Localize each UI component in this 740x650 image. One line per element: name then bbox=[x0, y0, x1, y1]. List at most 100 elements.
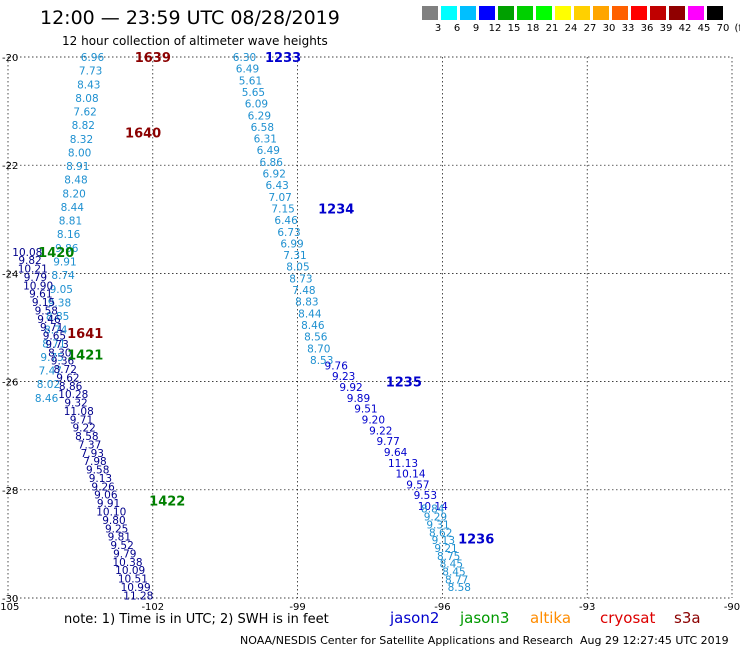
data-point-label: 7.62 bbox=[73, 107, 96, 119]
data-point-label: 11.08 bbox=[64, 406, 94, 418]
y-tick-label: -26 bbox=[2, 378, 18, 389]
data-point-label: 6.29 bbox=[248, 110, 271, 122]
data-point-label: 9.29 bbox=[424, 512, 447, 524]
data-point-label: 10.99 bbox=[121, 582, 151, 594]
scale-swatch bbox=[441, 6, 457, 20]
data-point-label: 10.51 bbox=[118, 574, 148, 586]
data-point-label: 8.85 bbox=[46, 311, 69, 323]
scale-label: 45 bbox=[697, 23, 711, 34]
data-point-label: 8.00 bbox=[68, 147, 91, 159]
scale-label: 12 bbox=[488, 23, 502, 34]
data-point-label: 9.91 bbox=[53, 256, 76, 268]
data-point-label: 9.31 bbox=[426, 519, 449, 531]
data-point-label: 7.37 bbox=[78, 439, 101, 451]
data-point-label: 8.48 bbox=[64, 175, 87, 187]
data-point-label: 9.80 bbox=[102, 515, 125, 527]
data-point-label: 8.46 bbox=[35, 393, 59, 405]
data-point-label: 10.14 bbox=[395, 469, 425, 481]
data-point-label: 9.77 bbox=[376, 436, 399, 448]
scale-label: 3 bbox=[434, 23, 442, 34]
data-point-label: 7.73 bbox=[79, 66, 102, 78]
scale-label: 21 bbox=[545, 23, 559, 34]
legend-altika: altika bbox=[530, 609, 572, 627]
data-point-label: 9.05 bbox=[50, 284, 73, 296]
data-point-label: 8.44 bbox=[61, 202, 85, 214]
data-point-label: 9.73 bbox=[45, 339, 68, 351]
data-point-label: 6.99 bbox=[280, 238, 303, 250]
pass-time-label: 1236 bbox=[458, 532, 494, 547]
data-point-label: 5.65 bbox=[242, 87, 265, 99]
scale-label: 30 bbox=[602, 23, 616, 34]
data-point-label: 9.64 bbox=[384, 447, 408, 459]
data-point-label: 9.92 bbox=[339, 382, 362, 394]
scale-label: 9 bbox=[472, 23, 480, 34]
y-tick-label: -28 bbox=[2, 486, 18, 497]
data-point-label: 9.86 bbox=[55, 243, 79, 255]
data-point-label: 9.89 bbox=[347, 393, 370, 405]
y-tick-label: -22 bbox=[2, 161, 18, 172]
scale-swatch bbox=[536, 6, 552, 20]
data-point-label: 8.45 bbox=[440, 559, 463, 571]
data-point-label: 9.91 bbox=[97, 498, 120, 510]
data-point-label: 10.90 bbox=[23, 280, 53, 292]
scale-swatch bbox=[612, 6, 628, 20]
data-point-label: 9.23 bbox=[332, 371, 355, 383]
data-point-label: 8.84 bbox=[421, 504, 445, 516]
page-title: 12:00 — 23:59 UTC 08/28/2019 bbox=[40, 7, 340, 29]
data-point-label: 7.31 bbox=[283, 250, 306, 262]
data-point-label: 8.74 bbox=[44, 325, 68, 337]
data-point-label: 6.09 bbox=[245, 99, 268, 111]
data-point-label: 8.91 bbox=[66, 161, 89, 173]
data-point-label: 8.58 bbox=[448, 582, 471, 594]
data-point-label: 9.79 bbox=[24, 272, 47, 284]
data-point-label: 9.82 bbox=[18, 255, 41, 267]
data-point-label: 9.21 bbox=[434, 543, 457, 555]
data-point-label: 6.86 bbox=[260, 157, 284, 169]
scale-swatch bbox=[574, 6, 590, 20]
data-point-label: 9.71 bbox=[70, 414, 93, 426]
credit-text: NOAA/NESDIS Center for Satellite Applica… bbox=[240, 634, 574, 647]
data-point-label: 8.74 bbox=[51, 270, 75, 282]
pass-time-label: 1422 bbox=[149, 495, 185, 510]
data-point-label: 7.93 bbox=[81, 448, 104, 460]
data-point-label: 10.38 bbox=[112, 557, 142, 569]
data-point-label: 5.61 bbox=[239, 75, 262, 87]
data-point-label: 6.49 bbox=[236, 64, 259, 76]
data-point-label: 8.02 bbox=[37, 379, 60, 391]
data-point-label: 7.15 bbox=[271, 203, 294, 215]
data-point-label: 9.46 bbox=[37, 314, 61, 326]
scale-swatch bbox=[422, 6, 438, 20]
data-point-label: 8.71 bbox=[42, 338, 65, 350]
scale-label: 33 bbox=[621, 23, 635, 34]
data-point-label: 8.75 bbox=[437, 551, 460, 563]
data-point-label: 9.62 bbox=[56, 372, 79, 384]
scale-swatch bbox=[669, 6, 685, 20]
legend-jason3: jason3 bbox=[460, 609, 510, 627]
data-point-label: 8.86 bbox=[59, 381, 83, 393]
data-point-label: 10.14 bbox=[418, 501, 448, 513]
data-point-label: 8.32 bbox=[70, 134, 93, 146]
scale-swatch bbox=[650, 6, 666, 20]
data-point-label: 8.81 bbox=[59, 216, 82, 228]
data-point-label: 9.61 bbox=[29, 289, 52, 301]
timestamp: Aug 29 12:27:45 UTC 2019 bbox=[580, 634, 729, 647]
data-point-label: 9.25 bbox=[105, 523, 128, 535]
data-point-label: 9.81 bbox=[108, 532, 131, 544]
data-point-label: 6.73 bbox=[277, 227, 300, 239]
data-point-label: 9.79 bbox=[113, 548, 136, 560]
scale-swatch bbox=[460, 6, 476, 20]
data-point-label: 9.75 bbox=[40, 352, 63, 364]
data-point-label: 6.49 bbox=[257, 145, 280, 157]
data-point-label: 9.06 bbox=[94, 490, 118, 502]
pass-time-label: 1233 bbox=[265, 51, 301, 66]
data-point-label: 9.15 bbox=[32, 297, 55, 309]
data-point-label: 7.98 bbox=[83, 456, 106, 468]
data-point-label: 9.32 bbox=[64, 398, 87, 410]
x-tick-label: -93 bbox=[579, 602, 595, 613]
data-point-label: 10.28 bbox=[58, 389, 88, 401]
data-point-label: 9.36 bbox=[51, 356, 75, 368]
data-point-label: 11.28 bbox=[123, 590, 153, 602]
data-point-label: 8.72 bbox=[54, 364, 77, 376]
scale-swatch bbox=[593, 6, 609, 20]
legend-s3a: s3a bbox=[674, 609, 701, 627]
